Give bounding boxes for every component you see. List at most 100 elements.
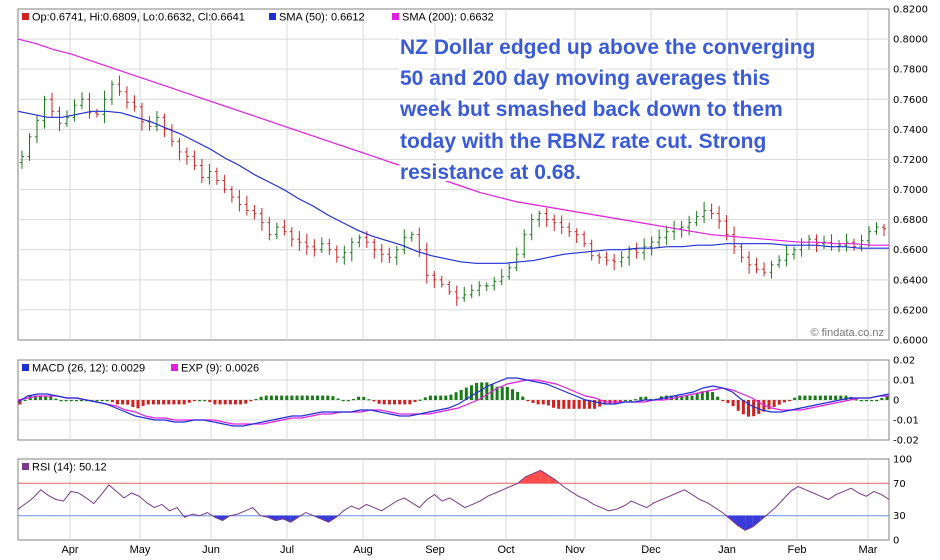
price-bars (20, 75, 886, 306)
macd-histogram-bar (495, 386, 499, 400)
macd-histogram-bar (367, 399, 371, 401)
annotation-line-5: resistance at 0.68. (400, 161, 581, 184)
macd-histogram-bar (223, 400, 227, 405)
rsi-panel-frame (17, 458, 890, 541)
ohlc-bar (327, 238, 332, 255)
macd-histogram-bar (541, 400, 545, 405)
rsi-tick-label: 0 (893, 536, 899, 547)
ohlc-bar (192, 150, 197, 170)
macd-histogram-bar (300, 395, 304, 400)
macd-histogram-bar (469, 385, 473, 400)
ohlc-bar (289, 227, 294, 247)
month-label: Nov (565, 544, 585, 556)
ohlc-bar (132, 95, 137, 112)
macd-histogram-bar (464, 387, 468, 400)
ohlc-bar (792, 246, 797, 260)
macd-histogram-bar (844, 395, 848, 400)
ohlc-bar (634, 242, 639, 259)
macd-histogram-bar (726, 400, 730, 403)
macd-histogram-bar (95, 400, 99, 402)
ohlc-bar (177, 137, 182, 161)
macd-histogram-bar (634, 399, 638, 401)
price-grid (18, 9, 889, 340)
macd-histogram-bar (428, 395, 432, 400)
price-tick-label: 0.6000 (893, 336, 928, 347)
price-y-axis: 0.8200 0.8000 0.7800 0.7600 0.7400 0.7200 0.70… (893, 5, 928, 347)
ohlc-bar (297, 231, 302, 252)
month-label: Sep (425, 544, 445, 556)
rsi-y-axis: 100 70 30 0 (893, 455, 912, 547)
macd-histogram-bar (567, 400, 571, 409)
macd-histogram-bar (711, 392, 715, 400)
macd-histogram-bar (64, 400, 68, 402)
macd-histogram-bar (115, 400, 119, 405)
macd-histogram-bar (69, 400, 73, 402)
annotation-line-3: week but smashed back down to them (399, 98, 783, 121)
macd-histogram-bar (644, 396, 648, 400)
macd-histogram-bar (259, 396, 263, 400)
macd-histogram-bar (700, 391, 704, 400)
macd-histogram-bar (141, 400, 145, 406)
rsi-overbought-fill (525, 473, 534, 484)
macd-histogram-bar (105, 400, 109, 402)
macd-histogram-bar (526, 400, 530, 402)
macd-histogram-bar (18, 400, 22, 405)
price-tick-label: 0.7800 (893, 65, 928, 76)
rsi-oversold-fill (283, 515, 291, 523)
macd-histogram-bar (721, 400, 725, 402)
ohlc-bar (717, 206, 722, 229)
macd-histogram-bar (33, 395, 37, 400)
macd-histogram-bar (254, 399, 258, 401)
ohlc-bar (852, 238, 857, 251)
macd-histogram-bar (131, 400, 135, 407)
macd-histogram-bar (480, 382, 484, 400)
macd-legend-swatch (22, 364, 29, 371)
ohlc-bar (214, 167, 219, 185)
ohlc-bar (657, 229, 662, 248)
macd-histogram-bar (459, 389, 463, 400)
macd-histogram-bar (269, 395, 273, 400)
macd-histogram-bar (351, 398, 355, 401)
ohlc-bar (139, 102, 144, 131)
ohlc-bar (387, 247, 392, 264)
macd-histogram-bar (218, 400, 222, 405)
ohlc-bar (454, 285, 459, 306)
macd-histogram-bar (439, 395, 443, 400)
rsi-oversold-fill (737, 515, 746, 531)
sma50-legend-swatch (269, 13, 276, 20)
macd-histogram-bar (536, 400, 540, 405)
ohlc-bar (537, 210, 542, 228)
macd-line (17, 377, 890, 427)
macd-histogram-bar (593, 400, 597, 409)
macd-histogram-bar (793, 397, 797, 400)
macd-histogram-bar (275, 395, 279, 400)
macd-histogram-bar (387, 400, 391, 405)
ohlc-bar (694, 210, 699, 227)
macd-histogram-bar (285, 395, 289, 400)
macd-histogram-bar (321, 395, 325, 400)
macd-histogram-bar (577, 400, 581, 409)
macd-histogram-bar (490, 384, 494, 400)
rsi-threshold-fills (183, 470, 766, 531)
sma200-line (17, 38, 889, 246)
macd-histogram-bar (741, 400, 745, 415)
ohlc-bar (124, 86, 129, 109)
ohlc-bar (109, 80, 114, 105)
month-label: Oct (497, 544, 514, 556)
macd-histogram-bar (213, 400, 217, 405)
ohlc-bar (492, 276, 497, 291)
macd-histogram-bar (126, 400, 130, 405)
ohlc-bar (522, 229, 527, 258)
macd-histogram-bar (829, 395, 833, 400)
macd-histogram-bar (572, 400, 576, 409)
macd-histogram-bar (228, 400, 232, 405)
macd-histogram-bar (705, 391, 709, 400)
macd-histogram-bar (423, 397, 427, 400)
macd-histogram-bar (305, 395, 309, 400)
ohlc-bar (349, 237, 354, 262)
macd-histogram-bar (628, 400, 632, 402)
ohlc-bar (702, 201, 707, 223)
macd-histogram-bar (587, 400, 591, 409)
macd-histogram-bar (505, 386, 509, 400)
